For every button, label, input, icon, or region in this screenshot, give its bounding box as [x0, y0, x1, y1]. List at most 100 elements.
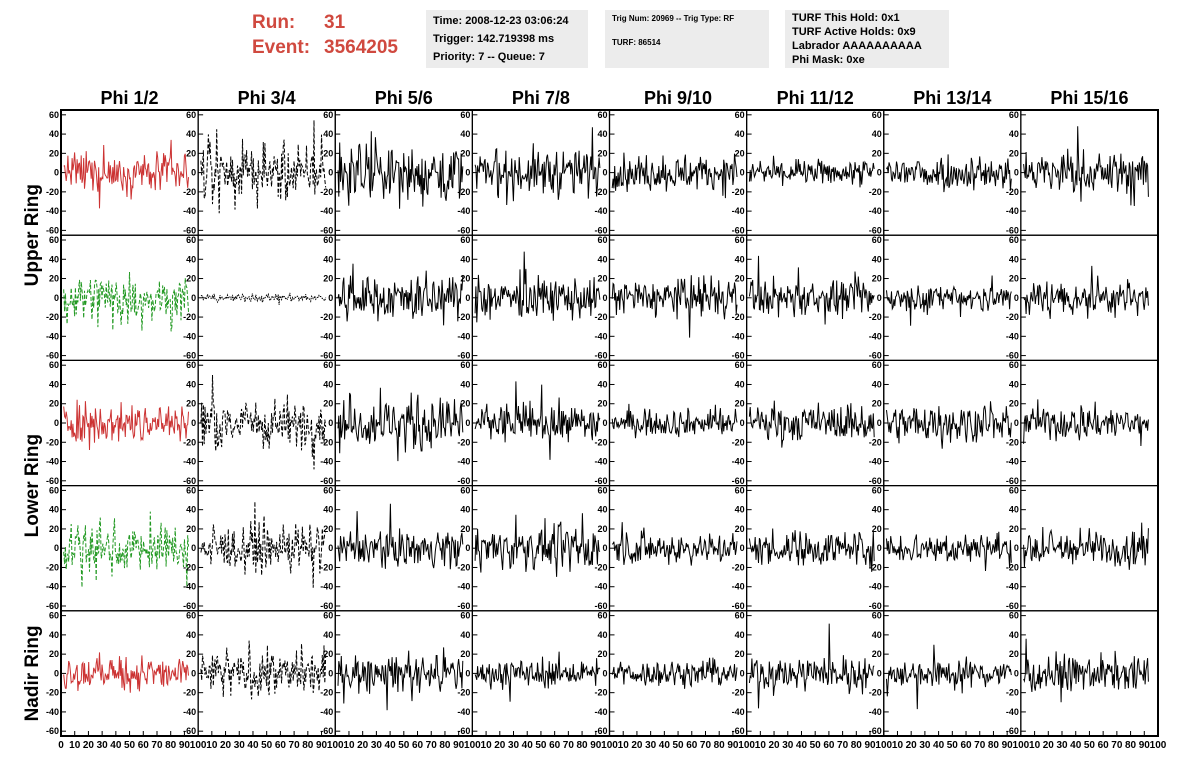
x-tick-label-c6-10: 10: [755, 740, 767, 751]
waveform-r5-c3: [337, 647, 464, 711]
y-tick-label-r2-c8-40: 40: [1009, 254, 1019, 264]
panel-frame-r3-c8: [1020, 359, 1159, 487]
x-tick-label-c1-20: 20: [83, 740, 95, 751]
y-tick-label-r5-c4-20: 20: [460, 649, 470, 659]
y-tick-label-r2-c4-40: 40: [460, 254, 470, 264]
y-tick-label-r4-c5-0: 0: [602, 543, 607, 553]
waveform-r3-c8: [1023, 399, 1149, 447]
y-tick-label-r2-c8-20: 20: [1009, 274, 1019, 284]
y-tick-label-r2-c7-60: 60: [872, 235, 882, 245]
x-tick-label-c6-20: 20: [768, 740, 780, 751]
column-header-6: Phi 11/12: [777, 88, 854, 108]
y-tick-label-r1-c1--60: -60: [46, 225, 59, 235]
y-tick-label-r4-c1-0: 0: [54, 543, 59, 553]
x-tick-label-c4-50: 50: [535, 740, 547, 751]
waveform-r3-c2: [200, 374, 327, 470]
y-tick-label-r1-c4--60: -60: [457, 225, 470, 235]
waveform-r1-c5: [611, 152, 738, 199]
y-tick-label-r2-c2-0: 0: [191, 293, 196, 303]
panel-frame-r3-c6: [746, 359, 885, 487]
y-tick-label-r2-c6-0: 0: [740, 293, 745, 303]
x-tick-label-c4-60: 60: [549, 740, 561, 751]
y-tick-label-r1-c4--40: -40: [457, 206, 470, 216]
waveform-r4-c4: [474, 513, 601, 577]
x-tick-label-c6-40: 40: [796, 740, 808, 751]
y-tick-label-r1-c5--60: -60: [594, 225, 607, 235]
y-tick-label-r1-c3--20: -20: [320, 187, 333, 197]
y-tick-label-r1-c4--20: -20: [457, 187, 470, 197]
y-tick-label-r5-c4-40: 40: [460, 630, 470, 640]
x-tick-label-c2-100: 100: [327, 740, 344, 751]
y-tick-label-r4-c5-60: 60: [597, 485, 607, 495]
y-tick-label-r5-c2--40: -40: [183, 707, 196, 717]
priority-line: Priority: 7 -- Queue: 7: [433, 51, 545, 63]
y-tick-label-r5-c8-40: 40: [1009, 630, 1019, 640]
x-tick-label-c2-20: 20: [220, 740, 232, 751]
x-tick-label-c7-30: 30: [919, 740, 931, 751]
y-tick-label-r3-c5--40: -40: [594, 457, 607, 467]
y-tick-label-r4-c8-20: 20: [1009, 524, 1019, 534]
y-tick-label-r3-c5-60: 60: [597, 360, 607, 370]
y-tick-label-r1-c7-60: 60: [872, 110, 882, 120]
y-tick-label-r5-c7-60: 60: [872, 611, 882, 621]
ring-label-3: Nadir Ring: [22, 625, 43, 721]
x-tick-label-c8-50: 50: [1084, 740, 1096, 751]
y-tick-label-r3-c3-0: 0: [328, 418, 333, 428]
y-tick-label-r4-c2-20: 20: [186, 524, 196, 534]
column-header-1: Phi 1/2: [101, 88, 159, 108]
y-tick-label-r4-c3--60: -60: [320, 601, 333, 611]
column-header-8: Phi 15/16: [1050, 88, 1128, 108]
y-tick-label-r4-c2-40: 40: [186, 505, 196, 515]
panel-frame-r2-c2: [197, 234, 336, 361]
y-tick-label-r2-c3--20: -20: [320, 312, 333, 322]
waveform-r2-c5: [611, 275, 738, 338]
y-tick-label-r5-c7-40: 40: [872, 630, 882, 640]
y-tick-label-r3-c7--60: -60: [869, 476, 882, 486]
y-tick-label-r4-c8-60: 60: [1009, 485, 1019, 495]
x-tick-label-c7-80: 80: [988, 740, 1000, 751]
y-tick-label-r5-c8-60: 60: [1009, 611, 1019, 621]
x-tick-label-c5-40: 40: [659, 740, 671, 751]
y-tick-label-r2-c3-20: 20: [323, 274, 333, 284]
y-tick-label-r5-c8--20: -20: [1006, 688, 1019, 698]
x-tick-label-c7-10: 10: [892, 740, 904, 751]
x-tick-label-c8-70: 70: [1111, 740, 1123, 751]
y-tick-label-r1-c6--20: -20: [732, 187, 745, 197]
x-tick-label-c1-40: 40: [110, 740, 122, 751]
x-tick-label-c7-70: 70: [974, 740, 986, 751]
x-tick-label-c7-40: 40: [933, 740, 945, 751]
y-tick-label-r4-c4-0: 0: [465, 543, 470, 553]
y-tick-label-r2-c8-0: 0: [1014, 293, 1019, 303]
y-tick-label-r4-c2-0: 0: [191, 543, 196, 553]
y-tick-label-r2-c7--20: -20: [869, 312, 882, 322]
y-tick-label-r1-c6-60: 60: [735, 110, 745, 120]
y-tick-label-r1-c3--40: -40: [320, 206, 333, 216]
y-tick-label-r1-c6--40: -40: [732, 206, 745, 216]
y-tick-label-r5-c7--20: -20: [869, 688, 882, 698]
x-tick-label-c8-30: 30: [1056, 740, 1068, 751]
y-tick-label-r1-c4-20: 20: [460, 148, 470, 158]
y-tick-label-r1-c2--60: -60: [183, 225, 196, 235]
y-tick-label-r5-c5-60: 60: [597, 611, 607, 621]
y-tick-label-r4-c5-40: 40: [597, 505, 607, 515]
x-tick-label-c3-100: 100: [464, 740, 481, 751]
waveform-r2-c8: [1023, 265, 1149, 319]
waveform-r2-c2: [200, 292, 327, 305]
y-tick-label-r3-c6-20: 20: [735, 399, 745, 409]
y-tick-label-r1-c1-0: 0: [54, 168, 59, 178]
y-tick-label-r5-c1--40: -40: [46, 707, 59, 717]
y-tick-label-r5-c3-20: 20: [323, 649, 333, 659]
waveform-r1-c6: [748, 155, 875, 188]
waveform-r4-c7: [886, 531, 1012, 572]
x-tick-label-c8-40: 40: [1070, 740, 1082, 751]
y-tick-label-r5-c6-0: 0: [740, 668, 745, 678]
x-tick-label-c1-100: 100: [190, 740, 207, 751]
column-header-3: Phi 5/6: [375, 88, 433, 108]
y-tick-label-r4-c8-40: 40: [1009, 505, 1019, 515]
y-tick-label-r5-c7-0: 0: [877, 668, 882, 678]
y-tick-label-r3-c8--20: -20: [1006, 437, 1019, 447]
y-tick-label-r2-c6-60: 60: [735, 235, 745, 245]
x-tick-label-c4-10: 10: [481, 740, 493, 751]
x-tick-label-c6-70: 70: [837, 740, 849, 751]
y-tick-label-r4-c8--40: -40: [1006, 582, 1019, 592]
